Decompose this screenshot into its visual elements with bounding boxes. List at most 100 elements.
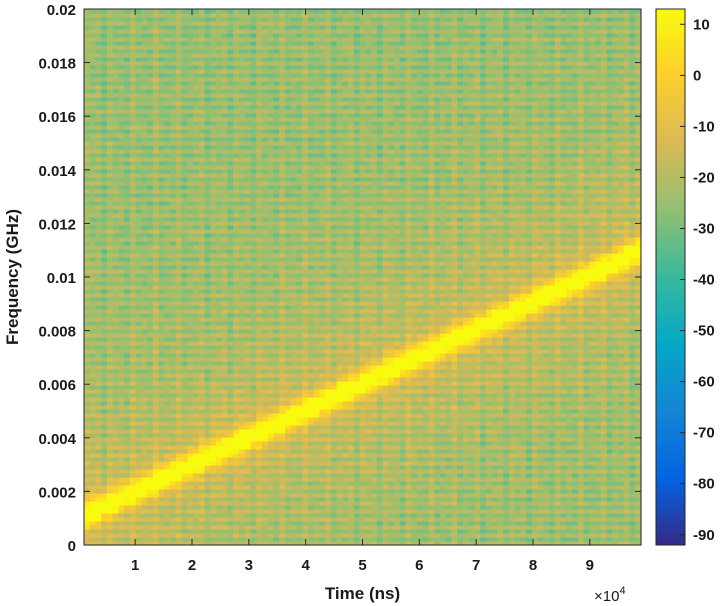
- heatmap-cell: [284, 217, 292, 222]
- heatmap-cell: [284, 173, 292, 178]
- heatmap-cell: [284, 417, 292, 422]
- heatmap-cell: [129, 237, 137, 242]
- heatmap-cell: [112, 173, 120, 178]
- heatmap-cell: [164, 121, 171, 126]
- heatmap-cell: [198, 441, 206, 446]
- heatmap-cell: [262, 193, 269, 198]
- heatmap-cell: [112, 21, 120, 26]
- heatmap-cell: [233, 325, 240, 330]
- heatmap-cell: [129, 485, 137, 490]
- heatmap-cell: [227, 37, 234, 42]
- heatmap-cell: [233, 381, 240, 386]
- heatmap-cell: [204, 249, 211, 254]
- heatmap-cell: [147, 153, 154, 158]
- heatmap-cell: [187, 181, 194, 186]
- heatmap-cell: [239, 133, 246, 138]
- heatmap-cell: [233, 85, 240, 90]
- heatmap-cell: [175, 285, 183, 290]
- heatmap-cell: [239, 121, 246, 126]
- heatmap-cell: [193, 129, 200, 134]
- heatmap-cell: [141, 461, 148, 466]
- heatmap-cell: [89, 389, 97, 394]
- heatmap-cell: [193, 345, 200, 350]
- heatmap-cell: [152, 121, 160, 126]
- heatmap-cell: [216, 353, 223, 358]
- heatmap-cell: [279, 285, 286, 290]
- heatmap-cell: [267, 541, 275, 546]
- heatmap-cell: [89, 405, 97, 410]
- heatmap-cell: [170, 101, 177, 106]
- heatmap-cell: [244, 213, 252, 218]
- heatmap-cell: [239, 109, 246, 114]
- heatmap-cell: [106, 257, 114, 262]
- heatmap-cell: [84, 517, 91, 522]
- heatmap-cell: [250, 417, 257, 422]
- heatmap-cell: [118, 277, 125, 282]
- heatmap-cell: [164, 213, 171, 218]
- heatmap-cell: [256, 233, 263, 238]
- heatmap-cell: [141, 225, 148, 230]
- heatmap-cell: [141, 353, 148, 358]
- heatmap-cell: [187, 189, 194, 194]
- heatmap-cell: [198, 329, 206, 334]
- heatmap-cell: [262, 41, 269, 46]
- heatmap-cell: [250, 469, 257, 474]
- heatmap-cell: [129, 497, 137, 502]
- heatmap-cell: [118, 533, 125, 538]
- heatmap-cell: [239, 257, 246, 262]
- heatmap-cell: [244, 89, 252, 94]
- heatmap-cell: [89, 441, 97, 446]
- heatmap-cell: [239, 13, 246, 18]
- heatmap-cell: [233, 409, 240, 414]
- heatmap-cell: [233, 509, 240, 514]
- heatmap-cell: [101, 221, 108, 226]
- heatmap-cell: [267, 281, 275, 286]
- heatmap-cell: [141, 269, 148, 274]
- heatmap-cell: [152, 205, 160, 210]
- heatmap-cell: [106, 273, 114, 278]
- heatmap-cell: [244, 509, 252, 514]
- heatmap-cell: [112, 221, 120, 226]
- heatmap-cell: [141, 261, 148, 266]
- heatmap-cell: [284, 541, 292, 546]
- heatmap-cell: [175, 209, 183, 214]
- heatmap-cell: [210, 293, 217, 298]
- heatmap-cell: [216, 517, 223, 522]
- heatmap-cell: [250, 429, 257, 434]
- heatmap-cell: [193, 341, 200, 346]
- heatmap-cell: [250, 181, 257, 186]
- heatmap-cell: [239, 117, 246, 122]
- heatmap-cell: [273, 401, 280, 406]
- heatmap-cell: [147, 297, 154, 302]
- heatmap-cell: [193, 369, 200, 374]
- heatmap-cell: [164, 189, 171, 194]
- heatmap-cell: [204, 425, 211, 430]
- heatmap-cell: [101, 57, 108, 62]
- heatmap-cell: [193, 85, 200, 90]
- heatmap-cell: [216, 249, 223, 254]
- heatmap-cell: [147, 473, 154, 478]
- heatmap-cell: [296, 517, 303, 522]
- heatmap-cell: [164, 353, 171, 358]
- heatmap-cell: [187, 405, 194, 410]
- heatmap-cell: [158, 57, 165, 62]
- heatmap-cell: [95, 529, 102, 534]
- heatmap-cell: [164, 233, 171, 238]
- heatmap-cell: [193, 257, 200, 262]
- heatmap-cell: [118, 261, 125, 266]
- heatmap-cell: [216, 445, 223, 450]
- heatmap-cell: [256, 305, 263, 310]
- heatmap-cell: [89, 281, 97, 286]
- heatmap-cell: [244, 153, 252, 158]
- heatmap-cell: [233, 485, 240, 490]
- heatmap-cell: [175, 217, 183, 222]
- heatmap-cell: [290, 525, 298, 530]
- heatmap-cell: [233, 261, 240, 266]
- heatmap-cell: [210, 109, 217, 114]
- heatmap-cell: [290, 89, 298, 94]
- heatmap-cell: [101, 461, 108, 466]
- heatmap-cell: [221, 45, 229, 50]
- heatmap-cell: [147, 541, 154, 546]
- heatmap-cell: [210, 213, 217, 218]
- heatmap-cell: [124, 153, 131, 158]
